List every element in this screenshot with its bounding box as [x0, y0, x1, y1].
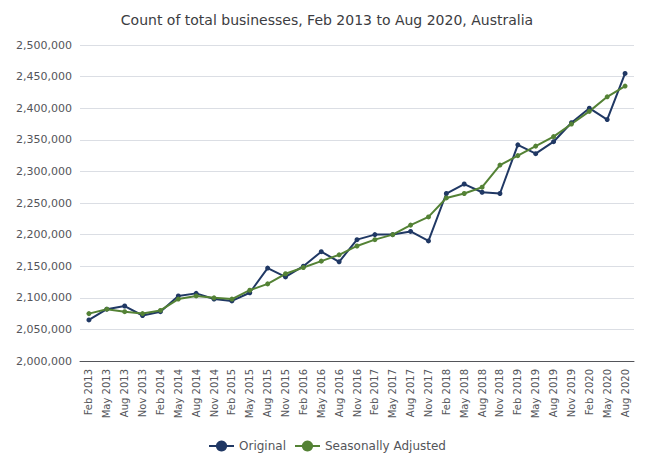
- svg-text:2,100,000: 2,100,000: [16, 291, 72, 304]
- svg-text:Nov 2018: Nov 2018: [494, 369, 505, 417]
- svg-text:Aug 2017: Aug 2017: [405, 369, 416, 417]
- svg-text:Nov 2015: Nov 2015: [280, 369, 291, 417]
- svg-text:2,300,000: 2,300,000: [16, 165, 72, 178]
- svg-text:May 2019: May 2019: [530, 369, 541, 418]
- svg-text:Nov 2017: Nov 2017: [423, 369, 434, 417]
- svg-text:Feb 2015: Feb 2015: [226, 369, 237, 415]
- svg-text:May 2018: May 2018: [459, 369, 470, 418]
- svg-text:Aug 2018: Aug 2018: [477, 369, 488, 417]
- svg-text:Original: Original: [239, 439, 286, 453]
- svg-text:2,350,000: 2,350,000: [16, 133, 72, 146]
- svg-text:May 2014: May 2014: [173, 369, 184, 418]
- svg-text:Feb 2019: Feb 2019: [512, 369, 523, 415]
- svg-text:Feb 2013: Feb 2013: [83, 369, 94, 415]
- svg-text:Nov 2019: Nov 2019: [566, 369, 577, 417]
- svg-text:Nov 2016: Nov 2016: [352, 369, 363, 417]
- svg-text:May 2013: May 2013: [101, 369, 112, 418]
- svg-text:Feb 2014: Feb 2014: [155, 369, 166, 415]
- svg-text:Aug 2020: Aug 2020: [620, 369, 631, 417]
- svg-text:2,500,000: 2,500,000: [16, 39, 72, 52]
- svg-text:May 2015: May 2015: [244, 369, 255, 418]
- svg-text:May 2016: May 2016: [316, 369, 327, 418]
- svg-text:Nov 2014: Nov 2014: [209, 369, 220, 417]
- svg-text:2,050,000: 2,050,000: [16, 323, 72, 336]
- svg-text:Feb 2020: Feb 2020: [584, 369, 595, 415]
- svg-text:Aug 2015: Aug 2015: [262, 369, 273, 417]
- svg-text:Aug 2014: Aug 2014: [191, 369, 202, 417]
- svg-text:2,400,000: 2,400,000: [16, 102, 72, 115]
- svg-text:Count of total businesses, Feb: Count of total businesses, Feb 2013 to A…: [121, 12, 533, 28]
- svg-text:2,150,000: 2,150,000: [16, 260, 72, 273]
- svg-text:2,450,000: 2,450,000: [16, 70, 72, 83]
- svg-text:Aug 2016: Aug 2016: [334, 369, 345, 417]
- svg-text:2,250,000: 2,250,000: [16, 197, 72, 210]
- svg-text:Aug 2013: Aug 2013: [119, 369, 130, 417]
- svg-text:Feb 2016: Feb 2016: [298, 369, 309, 415]
- svg-text:Seasonally Adjusted: Seasonally Adjusted: [325, 439, 446, 453]
- svg-text:Feb 2018: Feb 2018: [441, 369, 452, 415]
- svg-text:Aug 2019: Aug 2019: [548, 369, 559, 417]
- svg-text:2,000,000: 2,000,000: [16, 355, 72, 368]
- svg-text:May 2020: May 2020: [602, 369, 613, 418]
- svg-text:Feb 2017: Feb 2017: [369, 369, 380, 415]
- svg-text:2,200,000: 2,200,000: [16, 228, 72, 241]
- svg-text:May 2017: May 2017: [387, 369, 398, 418]
- svg-text:Nov 2013: Nov 2013: [137, 369, 148, 417]
